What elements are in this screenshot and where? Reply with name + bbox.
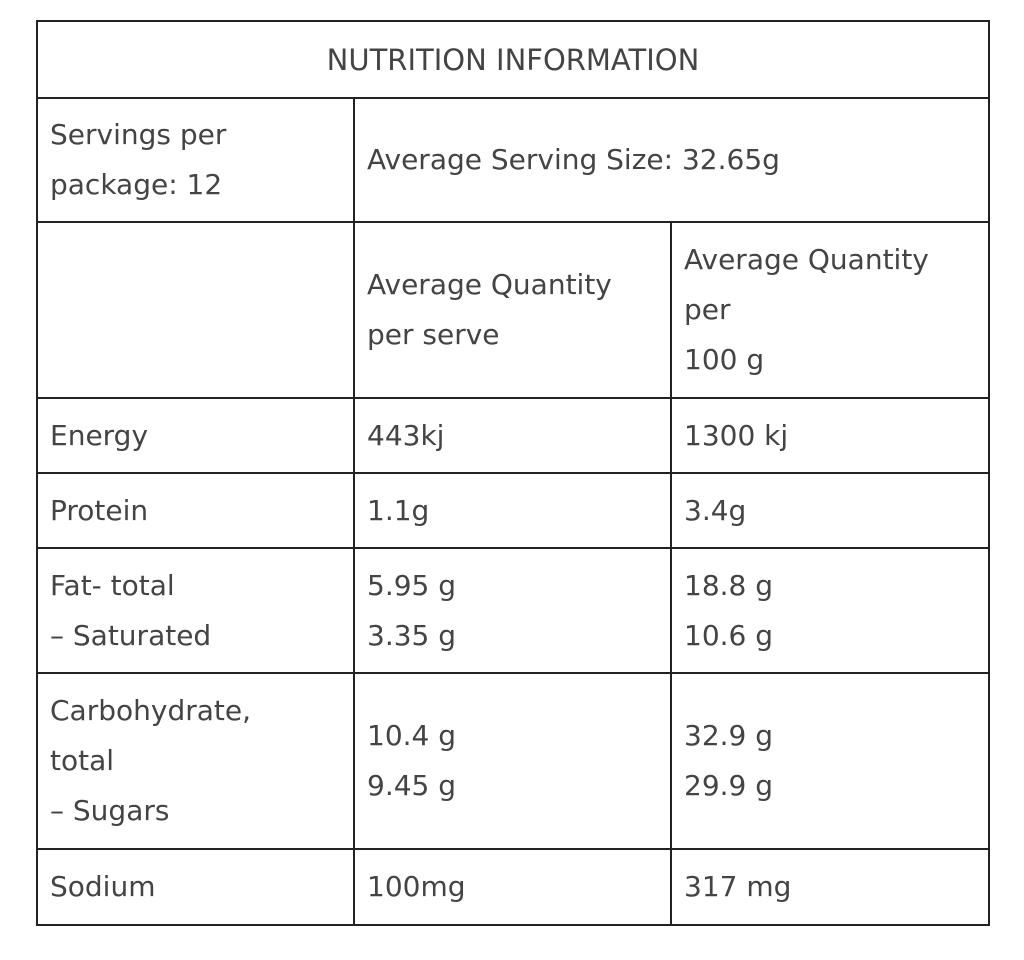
text-line: per serve <box>367 318 500 351</box>
text-line: Average Serving Size: 32.65g <box>367 143 780 176</box>
text-line: Servings per <box>50 118 227 151</box>
text-line: 443kj <box>367 418 445 452</box>
nutrient: Carbohydrate, total – Sugars <box>36 672 355 850</box>
per-100g: 18.8 g 10.6 g <box>670 547 990 674</box>
per-100g: 317 mg <box>670 848 990 926</box>
text-line: Protein <box>50 493 149 527</box>
text-line: – Saturated <box>50 618 212 652</box>
text-line: – Sugars <box>50 794 170 827</box>
text-line: package: 12 <box>50 168 223 201</box>
serving-size: Average Serving Size: 32.65g <box>353 97 990 223</box>
header-per-serve: Average Quantity per serve <box>353 221 672 399</box>
title: NUTRITION INFORMATION <box>36 20 990 99</box>
text-line: total <box>50 744 115 777</box>
text-line: 3.35 g <box>367 618 457 652</box>
text-line: Average Quantity <box>367 268 612 301</box>
text-line: 32.9 g <box>684 719 774 752</box>
text-line: Carbohydrate, <box>50 694 251 727</box>
per-serve: 5.95 g 3.35 g <box>353 547 672 674</box>
nutrient: Protein <box>36 472 355 549</box>
per-100g: 32.9 g 29.9 g <box>670 672 990 850</box>
text-line: 317 mg <box>684 870 792 903</box>
text-line: 29.9 g <box>684 769 774 802</box>
text-line: Energy <box>50 418 149 452</box>
text-line: 3.4g <box>684 493 747 527</box>
per-serve: 443kj <box>353 397 672 474</box>
text-line: 100 g <box>684 343 765 376</box>
header-empty <box>36 221 355 399</box>
text-line: 10.4 g <box>367 719 457 752</box>
servings-per-package: Servings per package: 12 <box>36 97 355 223</box>
text-line: 1.1g <box>367 493 430 527</box>
text-line: 10.6 g <box>684 618 774 652</box>
text-line: 5.95 g <box>367 568 457 602</box>
nutrient: Fat- total – Saturated <box>36 547 355 674</box>
text-line: per <box>684 293 731 326</box>
text-line: 9.45 g <box>367 769 457 802</box>
nutrient: Energy <box>36 397 355 474</box>
text-line: Average Quantity <box>684 243 929 276</box>
text-line: 18.8 g <box>684 568 774 602</box>
nutrient: Sodium <box>36 848 355 926</box>
per-serve: 100mg <box>353 848 672 926</box>
per-100g: 1300 kj <box>670 397 990 474</box>
text-line: Fat- total <box>50 568 175 602</box>
text-line: Sodium <box>50 870 156 903</box>
per-100g: 3.4g <box>670 472 990 549</box>
per-serve: 1.1g <box>353 472 672 549</box>
per-serve: 10.4 g 9.45 g <box>353 672 672 850</box>
text-line: 1300 kj <box>684 418 789 452</box>
text-line: 100mg <box>367 870 466 903</box>
header-per-100g: Average Quantity per 100 g <box>670 221 990 399</box>
